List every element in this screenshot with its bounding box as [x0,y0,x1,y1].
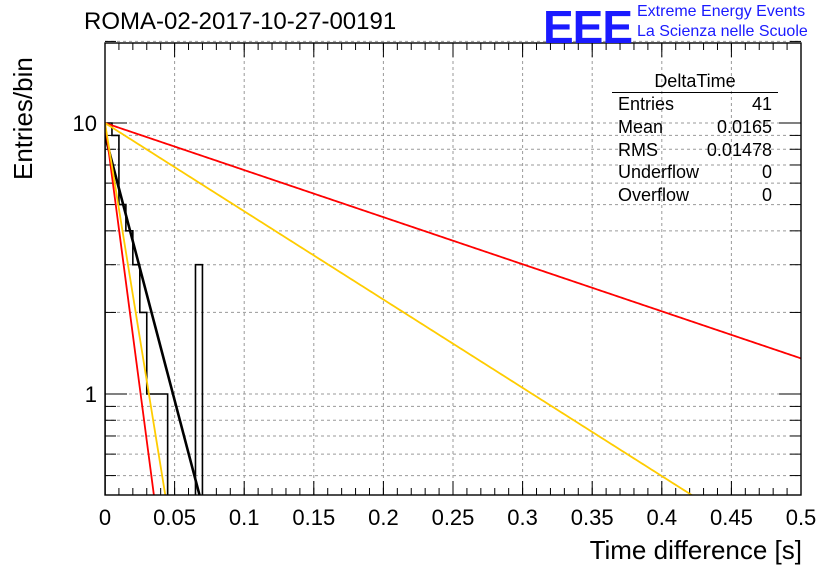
stats-value: 0 [761,185,772,206]
x-axis-label: Time difference [s] [589,535,802,565]
logo-line-1: Extreme Energy Events [637,3,806,20]
stats-label: Entries [618,94,675,114]
x-tick-label: 0.35 [571,505,614,530]
x-tick-label: 0.45 [710,505,753,530]
x-tick-label: 0.15 [292,505,335,530]
logo-text: Extreme Energy Events La Scienza nelle S… [637,2,808,42]
fit-curve [105,122,155,495]
stats-value: 0.0165 [716,116,772,137]
x-tick-label: 0.25 [432,505,475,530]
stats-value: 41 [751,94,772,114]
stats-title: DeltaTime [612,70,778,93]
x-tick-label: 0.05 [153,505,196,530]
x-tick-label: 0.3 [507,505,538,530]
logo-line-2: La Scienza nelle Scuole [637,23,808,40]
stats-label: RMS [618,139,658,160]
x-tick-label: 0 [99,505,111,530]
stats-label: Underflow [618,162,700,183]
x-tick-label: 0.5 [786,505,817,530]
stats-value: 0.01478 [706,139,772,160]
fit-curve [105,122,694,495]
histogram-bars [105,122,204,495]
x-tick-label: 0.4 [647,505,678,530]
stats-box: DeltaTime Entries 41 Mean 0.0165 RMS 0.0… [612,70,778,207]
stats-row-overflow: Overflow 0 [612,184,778,207]
eee-logo: EEE [543,1,633,53]
stats-value: 0 [761,162,772,183]
chart-title: ROMA-02-2017-10-27-00191 [84,8,397,35]
plot-frame [104,42,802,496]
fit-curve [105,122,167,495]
fit-curve [105,122,801,360]
y-axis-label: Entries/bin [8,57,38,180]
y-tick-label: 1 [85,382,97,407]
x-tick-label: 0.1 [229,505,260,530]
stats-row-rms: RMS 0.01478 [612,139,778,162]
stats-row-underflow: Underflow 0 [612,161,778,184]
fit-curve [105,135,201,495]
x-tick-label: 0.2 [368,505,399,530]
stats-label: Mean [618,116,664,137]
stats-label: Overflow [618,185,690,206]
y-tick-label: 10 [73,111,97,136]
stats-row-entries: Entries 41 [612,93,778,116]
stats-row-mean: Mean 0.0165 [612,116,778,139]
